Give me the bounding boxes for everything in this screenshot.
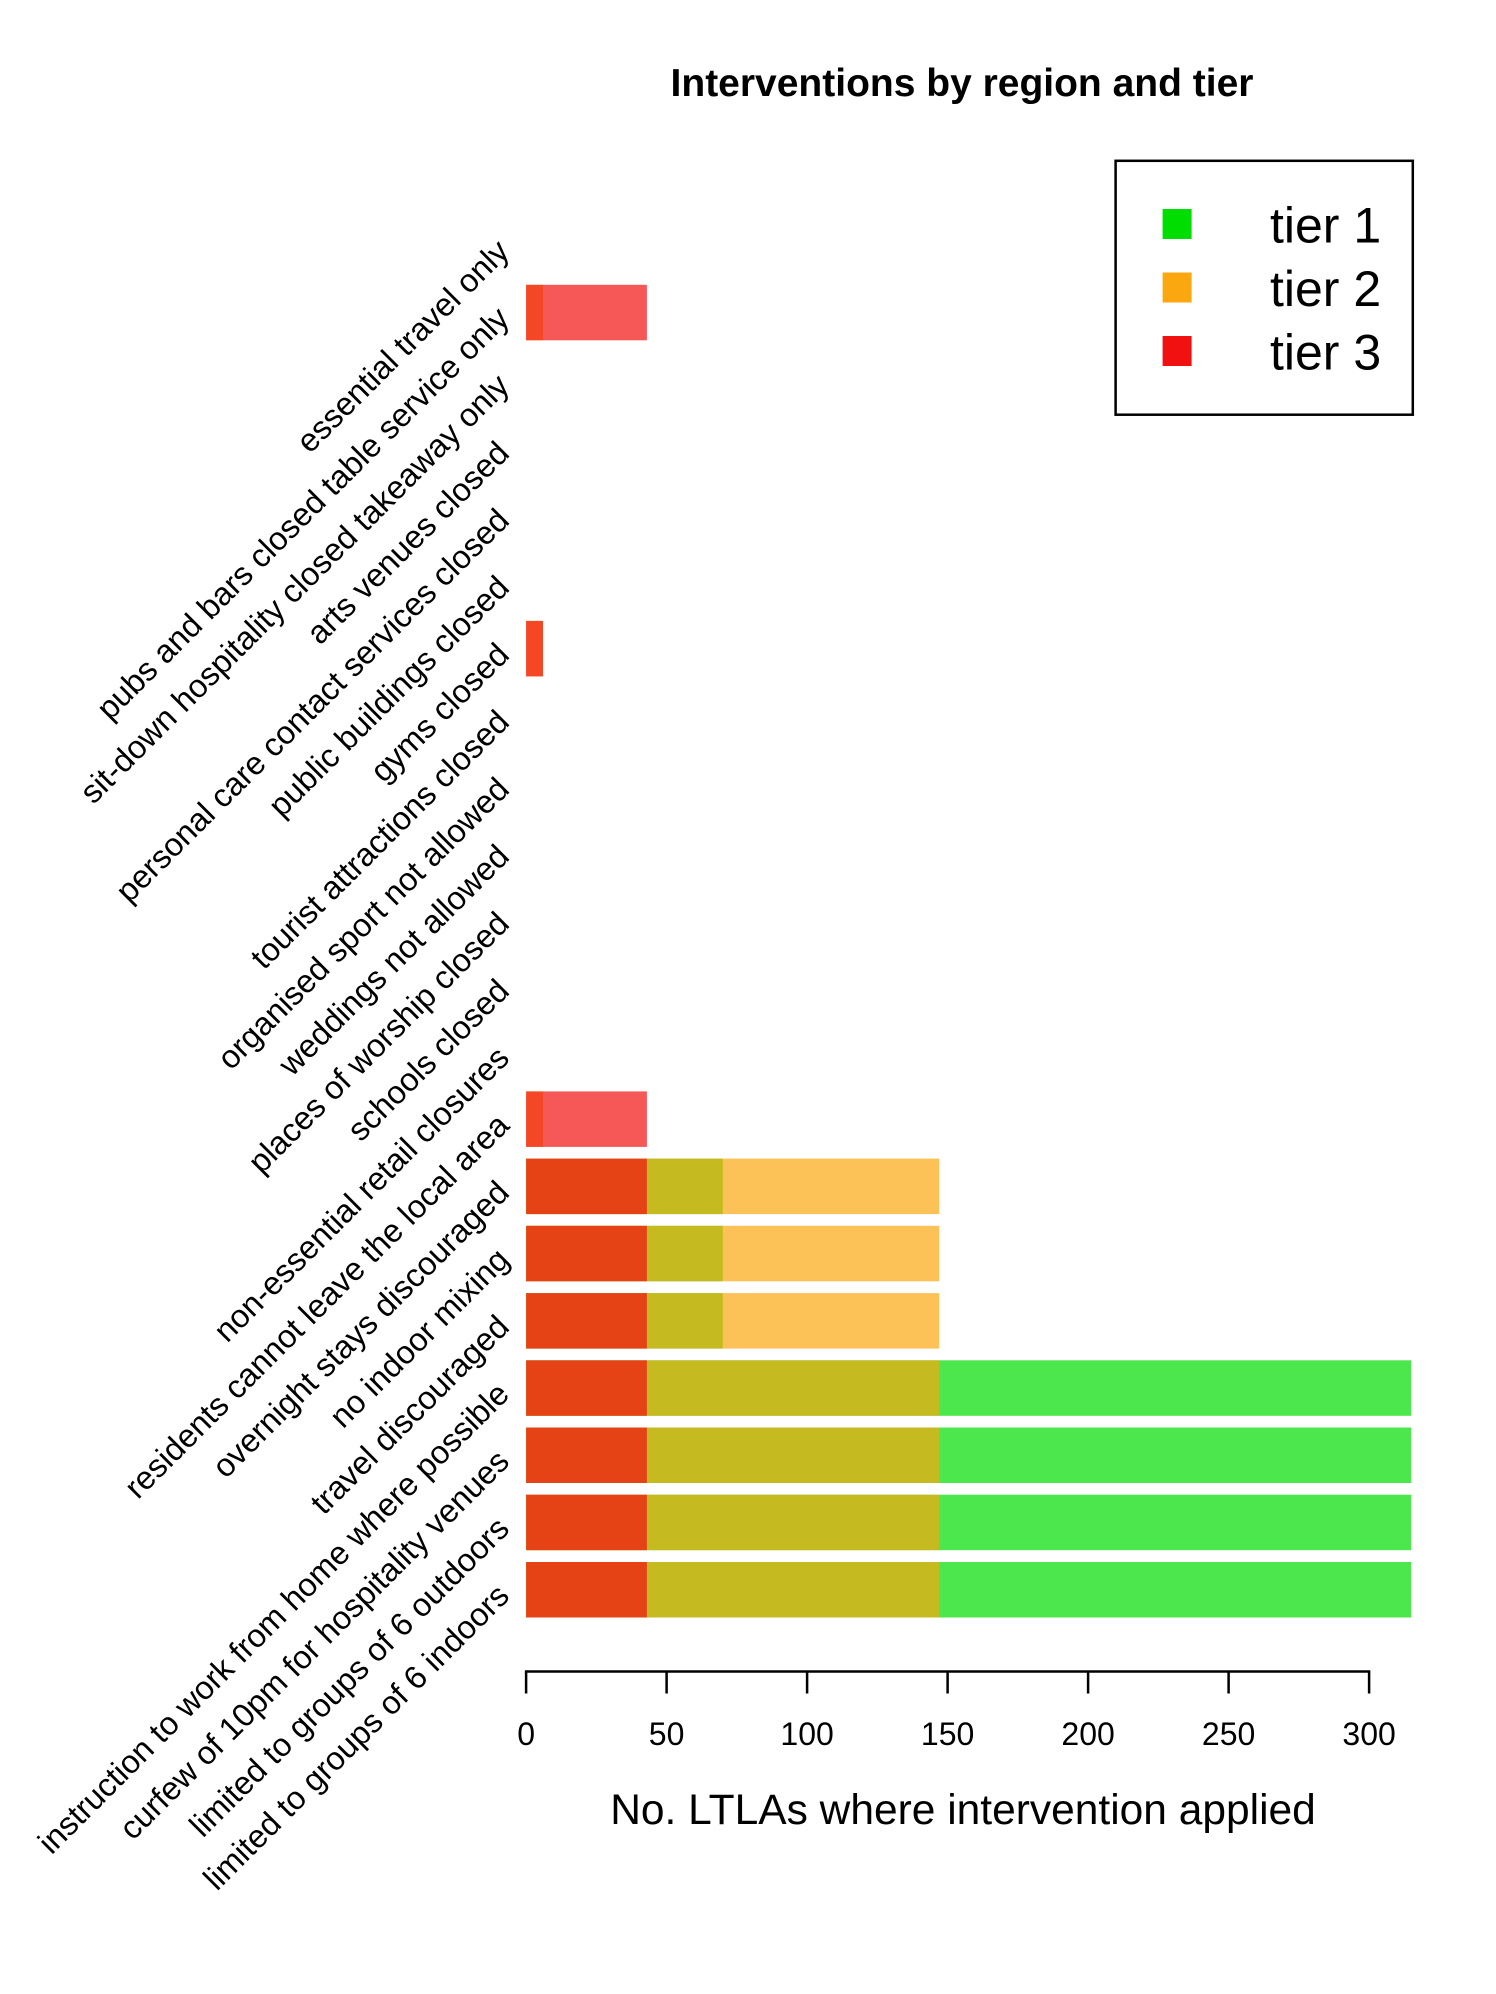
bar-tier3-row18 [526, 1360, 647, 1416]
chart-title: Interventions by region and tier [671, 62, 1254, 105]
legend-swatch-tier2 [1162, 272, 1192, 303]
bar-tier3-row20 [526, 1494, 647, 1551]
x-axis-tick-label: 50 [649, 1716, 685, 1752]
bar-tier3-row15 [526, 1158, 647, 1215]
bar-tier3-row2 [526, 284, 647, 341]
x-axis-tick-label: 300 [1342, 1716, 1395, 1752]
bars-layer [526, 284, 1412, 1618]
x-axis-tick-label: 250 [1202, 1716, 1255, 1752]
bar-tier3-row17 [526, 1293, 647, 1349]
legend-label: tier 3 [1270, 325, 1381, 381]
legend-box [1114, 159, 1415, 416]
legend-label: tier 2 [1270, 261, 1381, 317]
legend-swatch-tier3 [1162, 336, 1192, 366]
bar-tier3-row7 [526, 620, 543, 677]
x-axis-tick-label: 0 [517, 1716, 535, 1752]
legend-label: tier 1 [1270, 198, 1381, 254]
x-axis-tick-label: 150 [921, 1716, 974, 1752]
x-axis-tick-label: 200 [1061, 1716, 1114, 1752]
legend: tier 1 tier 2 tier 3 [1114, 159, 1415, 416]
x-axis-tick-label: 100 [780, 1716, 833, 1752]
bar-tier3-row14 [526, 1091, 647, 1147]
bar-tier3-row16 [526, 1225, 647, 1282]
x-axis-title: No. LTLAs where intervention applied [610, 1787, 1316, 1834]
x-axis: 0 50 100 150 200 250 300 [517, 1670, 1396, 1752]
bar-tier3-row19 [526, 1427, 647, 1483]
legend-swatch-tier1 [1162, 209, 1192, 239]
bar-tier3-row21 [526, 1562, 647, 1618]
